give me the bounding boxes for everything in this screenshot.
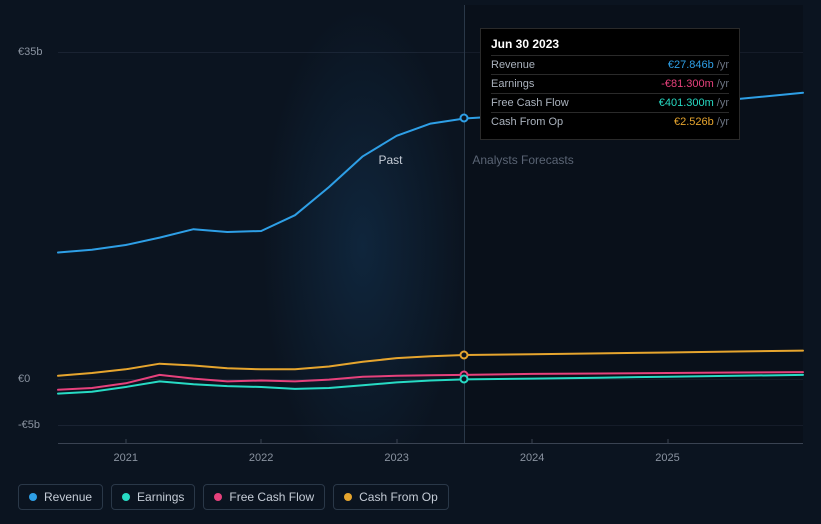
tooltip-row-label: Cash From Op <box>491 116 563 128</box>
x-tick-label: 2025 <box>655 452 679 464</box>
x-tick-mark <box>396 439 397 444</box>
tooltip-row: Cash From Op €2.526b/yr <box>491 112 729 131</box>
tooltip-row-value: €2.526b/yr <box>674 116 729 128</box>
tooltip-row: Free Cash Flow €401.300m/yr <box>491 93 729 112</box>
legend-dot-icon <box>122 493 130 501</box>
x-tick-label: 2022 <box>249 452 273 464</box>
x-tick-mark <box>532 439 533 444</box>
tooltip-date: Jun 30 2023 <box>491 37 729 55</box>
x-tick-label: 2023 <box>384 452 408 464</box>
series-marker-earnings <box>460 375 469 384</box>
y-tick-label: €35b <box>18 46 42 58</box>
tooltip-row-label: Revenue <box>491 59 535 71</box>
legend-item-label: Revenue <box>44 490 92 504</box>
financials-chart: -€5b€0€35b Past Analysts Forecasts 20212… <box>18 5 803 474</box>
legend-item-label: Earnings <box>137 490 184 504</box>
y-tick-label: €0 <box>18 373 30 385</box>
legend-item-earnings[interactable]: Earnings <box>111 484 195 510</box>
tooltip-row-value: €27.846b/yr <box>668 59 729 71</box>
tooltip-row-label: Earnings <box>491 78 534 90</box>
x-tick-mark <box>125 439 126 444</box>
tooltip-row-label: Free Cash Flow <box>491 97 569 109</box>
legend-item-label: Cash From Op <box>359 490 438 504</box>
tooltip-row-value: -€81.300m/yr <box>661 78 729 90</box>
y-tick-label: -€5b <box>18 419 40 431</box>
x-tick-label: 2021 <box>113 452 137 464</box>
chart-legend: Revenue Earnings Free Cash Flow Cash From O… <box>18 484 449 510</box>
legend-item-cfo[interactable]: Cash From Op <box>333 484 449 510</box>
series-marker-revenue <box>460 114 469 123</box>
series-marker-cfo <box>460 350 469 359</box>
x-tick-mark <box>261 439 262 444</box>
legend-dot-icon <box>29 493 37 501</box>
x-tick-label: 2024 <box>520 452 544 464</box>
tooltip-row: Revenue €27.846b/yr <box>491 55 729 74</box>
x-tick-mark <box>667 439 668 444</box>
series-line-earnings <box>58 375 803 394</box>
legend-item-label: Free Cash Flow <box>229 490 314 504</box>
tooltip-row-value: €401.300m/yr <box>659 97 729 109</box>
data-tooltip: Jun 30 2023 Revenue €27.846b/yr Earnings -€… <box>480 28 740 140</box>
legend-item-fcf[interactable]: Free Cash Flow <box>203 484 325 510</box>
tooltip-row: Earnings -€81.300m/yr <box>491 74 729 93</box>
legend-item-revenue[interactable]: Revenue <box>18 484 103 510</box>
legend-dot-icon <box>344 493 352 501</box>
legend-dot-icon <box>214 493 222 501</box>
